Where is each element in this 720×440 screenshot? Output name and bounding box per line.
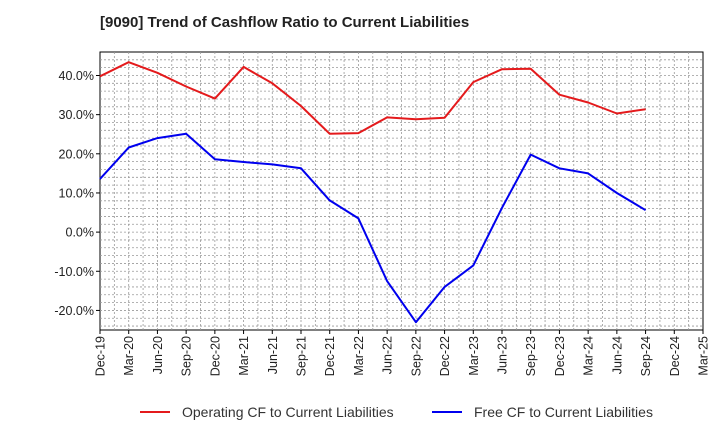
x-tick-label: Dec-20 [208,336,222,376]
x-tick-label: Mar-22 [352,336,366,376]
y-tick-label: 10.0% [59,186,94,200]
x-tick-label: Jun-23 [496,336,510,374]
x-tick-label: Dec-22 [438,336,452,376]
x-tick-label: Sep-22 [409,336,423,376]
y-tick-label: 40.0% [59,69,94,83]
x-tick-label: Mar-25 [697,336,711,376]
y-tick-label: 20.0% [59,147,94,161]
x-tick-label: Jun-20 [151,336,165,374]
x-tick-label: Jun-22 [381,336,395,374]
x-tick-label: Dec-19 [94,336,108,376]
y-tick-label: 30.0% [59,108,94,122]
x-tick-label: Mar-20 [122,336,136,376]
x-tick-label: Dec-23 [553,336,567,376]
x-tick-label: Sep-23 [524,336,538,376]
x-tick-label: Jun-24 [610,336,624,374]
plot-area [99,51,704,331]
legend-item-operating-cf: Operating CF to Current Liabilities [140,404,394,420]
legend-swatch-operating-cf [140,411,170,413]
series-line-free-cf [99,132,647,324]
x-tick-label: Mar-23 [467,336,481,376]
legend-item-free-cf: Free CF to Current Liabilities [432,404,653,420]
x-tick-label: Jun-21 [266,336,280,374]
series-line-operating-cf [99,61,646,135]
x-tick-label: Dec-24 [668,336,682,376]
y-axis-ticks: 40.0% 30.0% 20.0% 10.0% 0.0% -10.0% -20.0% [54,69,100,318]
x-tick-label: Sep-21 [295,336,309,376]
legend-swatch-free-cf [432,411,462,413]
x-axis-ticks: Dec-19 Mar-20 Jun-20 Sep-20 Dec-20 Mar-21 Jun-… [94,330,711,376]
x-tick-label: Sep-24 [639,336,653,376]
x-tick-label: Mar-24 [582,336,596,376]
x-tick-label: Mar-21 [237,336,251,376]
x-tick-label: Dec-21 [323,336,337,376]
y-tick-label: 0.0% [66,226,95,240]
legend-label-operating-cf: Operating CF to Current Liabilities [182,404,394,420]
series-lines [99,61,647,324]
y-tick-label: -10.0% [54,265,94,279]
grid-lines [100,52,703,330]
x-tick-label: Sep-20 [180,336,194,376]
y-tick-label: -20.0% [54,304,94,318]
legend-label-free-cf: Free CF to Current Liabilities [474,404,653,420]
chart-title: [9090] Trend of Cashflow Ratio to Curren… [100,14,470,31]
